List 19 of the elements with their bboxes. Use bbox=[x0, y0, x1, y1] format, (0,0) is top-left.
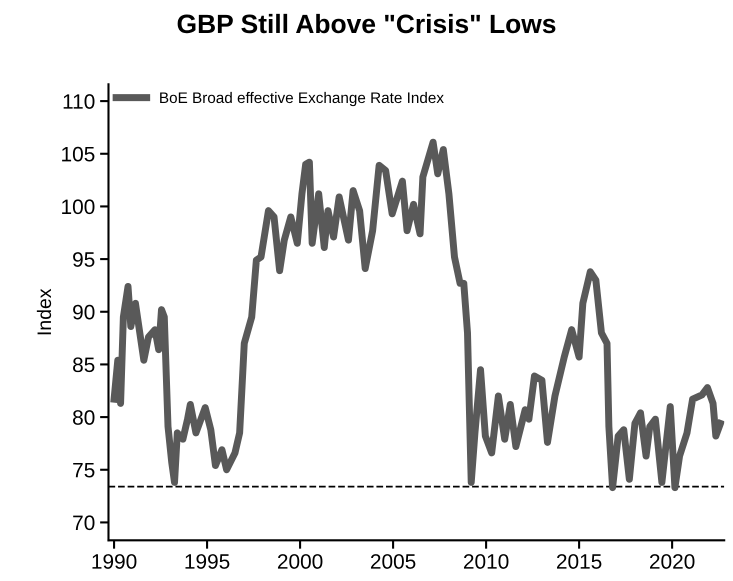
x-tick-label: 2000 bbox=[278, 554, 322, 569]
x-tick-label: 2005 bbox=[370, 554, 416, 569]
y-tick-label: 110 bbox=[64, 94, 94, 109]
y-tick-label: 100 bbox=[62, 199, 94, 214]
x-tick-label: 2020 bbox=[650, 554, 694, 569]
y-tick-label: 85 bbox=[73, 357, 94, 372]
y-tick-label: 105 bbox=[62, 146, 94, 162]
y-tick-label: 75 bbox=[73, 462, 94, 478]
x-tick-label: 1995 bbox=[185, 554, 230, 569]
y-tick-label: 70 bbox=[73, 515, 94, 530]
y-tick-label: 95 bbox=[73, 252, 94, 267]
x-tick-label: 1990 bbox=[92, 554, 136, 569]
y-tick-label: 90 bbox=[73, 304, 94, 320]
legend-label: BoE Broad effective Exchange Rate Index bbox=[160, 92, 444, 106]
x-tick-label: 2015 bbox=[556, 554, 602, 569]
x-tick-label: 2010 bbox=[464, 554, 508, 569]
chart-title: GBP Still Above "Crisis" Lows bbox=[178, 14, 556, 34]
y-axis-title: Index bbox=[36, 288, 52, 334]
y-tick-label: 80 bbox=[73, 410, 94, 425]
